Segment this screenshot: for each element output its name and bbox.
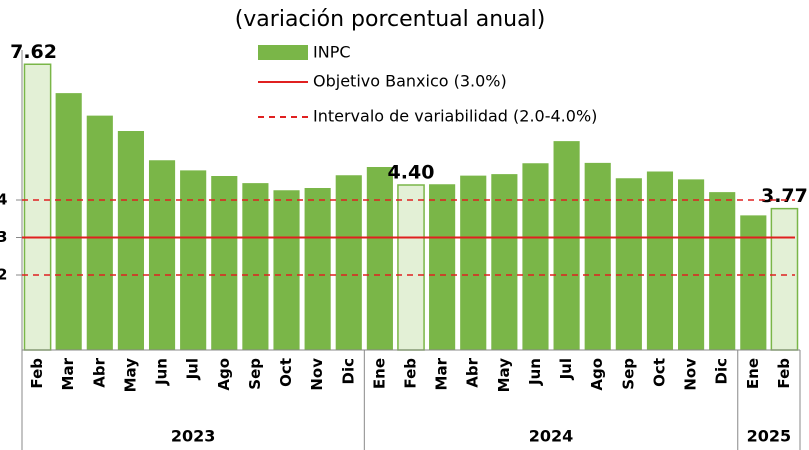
bar — [584, 162, 611, 350]
year-label: 2025 — [747, 427, 792, 446]
bar — [770, 207, 799, 351]
x-tick-label: Abr — [90, 357, 108, 387]
x-tick-label: Nov — [308, 358, 326, 391]
chart-subtitle: (variación porcentual anual) — [235, 7, 546, 32]
bar — [460, 175, 487, 350]
bar — [242, 183, 269, 350]
bar — [86, 115, 113, 350]
x-tick-label: Jul — [184, 358, 202, 380]
x-tick-label: Feb — [775, 358, 793, 389]
x-tick-label: Abr — [464, 357, 482, 387]
bar — [117, 131, 144, 350]
y-tick-label: 3 — [0, 228, 7, 246]
year-label: 2024 — [529, 427, 574, 446]
data-label: 7.62 — [10, 41, 57, 63]
bar — [335, 175, 362, 350]
x-tick-label: Ago — [588, 358, 606, 391]
bar — [304, 188, 331, 350]
legend-label: Intervalo de variabilidad (2.0-4.0%) — [313, 107, 597, 126]
x-tick-label: Oct — [277, 358, 295, 387]
bar — [273, 190, 300, 350]
x-tick-label: Jul — [557, 358, 575, 380]
legend-label: INPC — [313, 43, 351, 62]
x-tick-label: Jun — [526, 358, 544, 386]
x-tick-label: Feb — [402, 358, 420, 389]
x-tick-label: Ene — [744, 358, 762, 389]
bar — [366, 167, 393, 350]
bar — [397, 184, 425, 351]
x-tick-label: May — [121, 358, 139, 393]
x-tick-label: Sep — [619, 358, 637, 390]
x-tick-label: Mar — [433, 357, 451, 390]
x-tick-label: Mar — [59, 357, 77, 390]
x-tick-label: Jun — [153, 358, 171, 386]
legend-label: Objetivo Banxico (3.0%) — [313, 72, 507, 91]
bar — [522, 163, 549, 350]
bar — [553, 141, 580, 350]
data-label: 4.40 — [388, 162, 435, 184]
year-label: 2023 — [171, 427, 216, 446]
bar — [148, 160, 176, 350]
x-tick-label: Dic — [339, 358, 357, 384]
bar — [211, 176, 238, 350]
bar — [678, 179, 705, 350]
data-label: 3.77 — [761, 185, 808, 207]
bar — [429, 184, 456, 350]
legend-swatch — [258, 45, 308, 60]
x-tick-label: Sep — [246, 358, 264, 390]
bar — [55, 93, 82, 350]
y-tick-label: 4 — [0, 191, 7, 209]
bar — [491, 174, 518, 350]
x-tick-label: Nov — [682, 358, 700, 391]
bar — [740, 215, 767, 350]
x-tick-label: Dic — [713, 358, 731, 384]
x-tick-label: Feb — [28, 358, 46, 389]
bar — [615, 178, 642, 350]
x-tick-label: May — [495, 358, 513, 393]
x-tick-label: Ene — [370, 358, 388, 389]
bar — [646, 171, 674, 350]
bar — [23, 63, 52, 351]
bar — [180, 170, 207, 350]
x-tick-label: Ago — [215, 358, 233, 391]
y-tick-label: 2 — [0, 266, 7, 284]
x-tick-label: Oct — [650, 358, 668, 387]
bar — [709, 192, 736, 350]
